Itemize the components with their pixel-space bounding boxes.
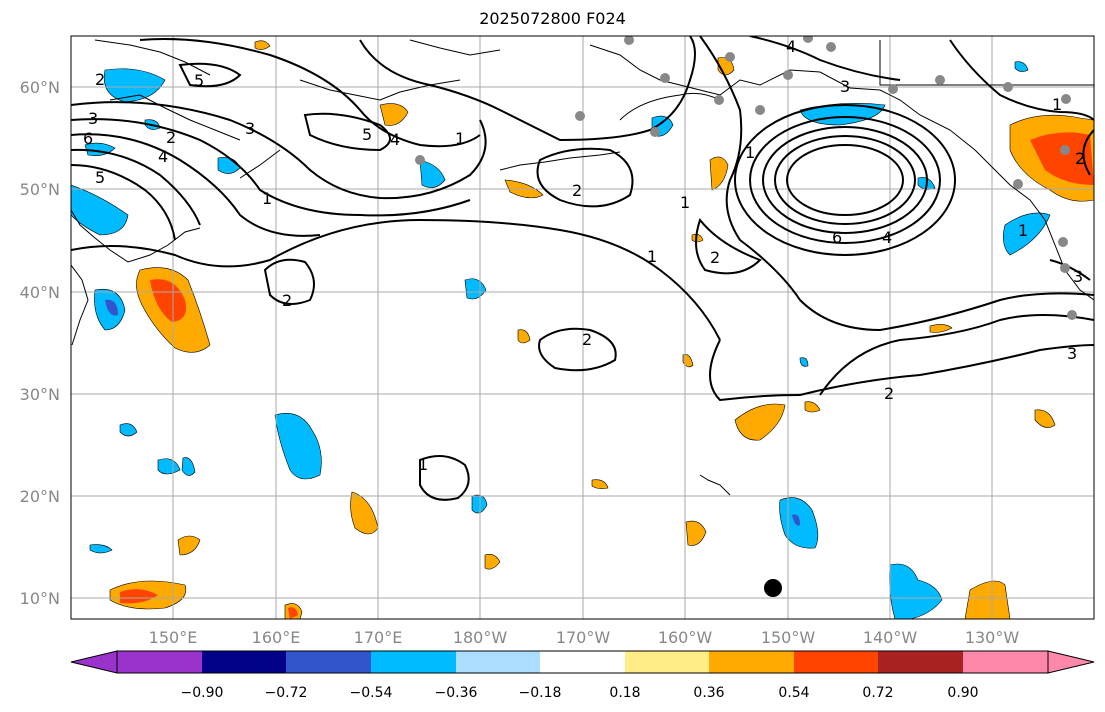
contour-label: 1 [745, 143, 755, 162]
contour-label: 2 [582, 330, 592, 349]
contour-label: 3 [1073, 267, 1083, 286]
station-markers [415, 36, 1077, 320]
colorbar-tick-label: −0.18 [519, 685, 562, 701]
contour-label: 4 [158, 147, 168, 166]
lat-label: 60°N [20, 78, 60, 97]
lon-label: 160°W [658, 628, 713, 647]
contour-label: 1 [418, 455, 428, 474]
colorbar: −0.90 −0.72 −0.54 −0.36 −0.18 0.18 0.36 … [70, 650, 1095, 701]
contour-label: 3 [840, 77, 850, 96]
lon-label: 170°W [556, 628, 611, 647]
contour-label: 4 [882, 228, 892, 247]
contour-label: 2 [95, 70, 105, 89]
longitude-labels: 150°E 160°E 170°E 180°W 170°W 160°W 150°… [149, 628, 1020, 647]
contour-label: 1 [680, 193, 690, 212]
contour-label: 2 [166, 128, 176, 147]
colorbar-extend-low [70, 650, 118, 674]
contour-labels: 5 2 3 6 2 4 5 3 1 5 4 1 2 1 2 2 1 6 4 2 … [83, 37, 1085, 474]
colorbar-segment [625, 651, 709, 673]
lon-label: 170°E [354, 628, 403, 647]
map-title: 2025072800 F024 [479, 9, 626, 28]
colorbar-segment [709, 651, 794, 673]
lon-label: 150°W [761, 628, 816, 647]
colorbar-tick-label: 0.18 [609, 685, 640, 701]
contour-label: 1 [1018, 221, 1028, 240]
colorbar-tick-label: −0.54 [350, 685, 393, 701]
contour-label: 1 [455, 129, 465, 148]
contour-label: 3 [88, 109, 98, 128]
lat-label: 10°N [20, 589, 60, 608]
colorbar-tick-label: −0.36 [435, 685, 478, 701]
contour-label: 2 [710, 248, 720, 267]
lat-label: 40°N [20, 283, 60, 302]
contour-label: 5 [95, 168, 105, 187]
colorbar-segment [117, 651, 202, 673]
latitude-labels: 60°N 50°N 40°N 30°N 20°N 10°N [20, 78, 60, 608]
lon-label: 180°W [453, 628, 508, 647]
contour-label: 2 [1075, 149, 1085, 168]
colorbar-segment [794, 651, 878, 673]
colorbar-segment [456, 651, 540, 673]
colorbar-segment [878, 651, 963, 673]
contour-label: 2 [884, 384, 894, 403]
contour-label: 4 [390, 130, 400, 149]
contour-label: 5 [194, 71, 204, 90]
colorbar-tick-label: 0.72 [862, 685, 893, 701]
colorbar-extend-high [1047, 650, 1095, 674]
lat-label: 50°N [20, 180, 60, 199]
contour-label: 1 [262, 189, 272, 208]
colorbar-segment [963, 651, 1048, 673]
contour-label: 1 [1052, 95, 1062, 114]
tropical-cyclone-marker [764, 579, 782, 597]
contour-label: 5 [362, 125, 372, 144]
contour-label: 1 [647, 247, 657, 266]
lon-label: 130°W [965, 628, 1020, 647]
contour-lines [71, 36, 1094, 501]
contour-label: 2 [572, 181, 582, 200]
contour-label: 3 [245, 119, 255, 138]
colorbar-tick-label: 0.54 [778, 685, 809, 701]
colorbar-segment [202, 651, 286, 673]
colorbar-segment [540, 651, 625, 673]
lon-label: 160°E [252, 628, 301, 647]
colorbar-tick-label: −0.72 [265, 685, 308, 701]
contour-label: 2 [282, 291, 292, 310]
contour-label: 6 [83, 129, 93, 148]
lon-label: 150°E [149, 628, 198, 647]
contour-label: 4 [786, 37, 796, 56]
coastlines [71, 39, 1094, 496]
contour-label: 6 [832, 228, 842, 247]
lat-label: 20°N [20, 487, 60, 506]
map-frame [70, 35, 1095, 620]
colorbar-tick-label: −0.90 [181, 685, 224, 701]
colorbar-segment [286, 651, 371, 673]
lat-label: 30°N [20, 385, 60, 404]
contour-label: 3 [1067, 344, 1077, 363]
colorbar-tick-label: 0.90 [947, 685, 978, 701]
colorbar-segment [371, 651, 456, 673]
colorbar-tick-label: 0.36 [693, 685, 724, 701]
lon-label: 140°W [863, 628, 918, 647]
